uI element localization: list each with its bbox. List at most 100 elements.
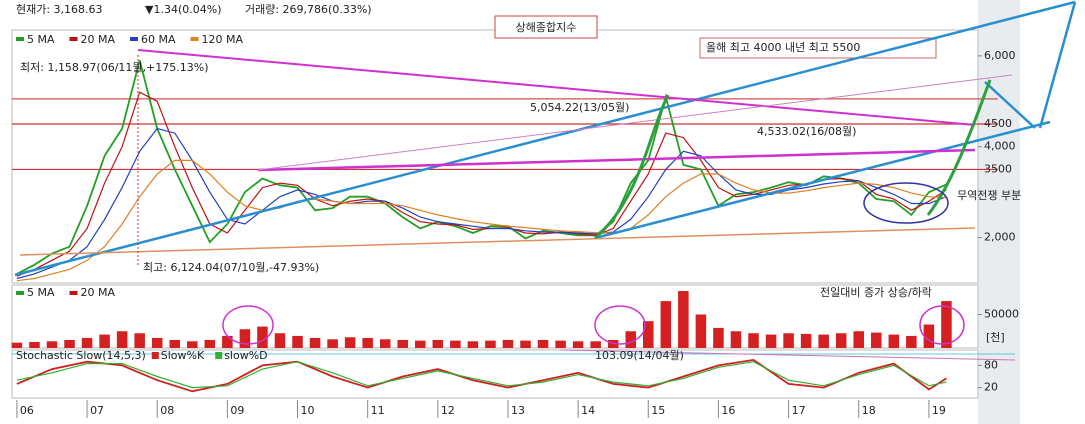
series-line <box>16 361 947 389</box>
y-tick-label: 50000 <box>984 307 1019 320</box>
rally-curve <box>926 79 992 216</box>
annotation: 5,054.22(13/05월) <box>530 101 629 114</box>
volume-bar <box>765 334 777 348</box>
volume-bar <box>187 341 198 348</box>
volume-bar <box>748 333 759 348</box>
x-tick-label: 18 <box>862 404 876 417</box>
volume-bar <box>222 335 233 348</box>
volume-bar <box>432 339 444 348</box>
legend-label: Slow%K <box>161 349 205 362</box>
legend-label: 5 MA <box>27 33 55 46</box>
volume-bar <box>888 334 900 348</box>
rally-curve <box>594 94 670 240</box>
annotation-box <box>699 37 937 59</box>
legend-title: Stochastic Slow(14,5,3) <box>16 349 146 362</box>
volume-bar <box>590 341 601 348</box>
volume-bar <box>81 337 93 348</box>
unit-label: [천] <box>986 330 1005 344</box>
axis-column <box>978 0 1020 424</box>
highlight-ellipse <box>919 305 965 345</box>
x-tick-label: 16 <box>721 404 735 417</box>
legend-label: 120 MA <box>202 33 244 46</box>
annotation: 최저: 1,158.97(06/11월,+175.13%) <box>20 61 209 74</box>
volume-bar <box>906 335 917 348</box>
volume-bar <box>309 337 321 348</box>
volume-bar <box>537 339 549 348</box>
series-line <box>16 358 947 393</box>
reference-label: 4500 <box>984 117 1012 130</box>
annotation: 무역전쟁 부분 <box>957 189 1021 202</box>
resistance-line <box>137 49 976 126</box>
trend-line <box>984 81 1036 129</box>
x-tick-label: 14 <box>581 404 595 417</box>
volume-bar <box>64 339 75 348</box>
legend-swatch <box>69 291 78 295</box>
header: 현재가: 3,168.63 ▼1.34(0.04%) 거래량: 269,786(… <box>16 3 372 16</box>
x-tick-label: 19 <box>932 404 946 417</box>
volume-bar <box>274 333 286 348</box>
volume-bar <box>502 339 514 348</box>
volume-bar <box>415 340 426 348</box>
x-tick-label: 09 <box>230 404 244 417</box>
stochastic-frame <box>11 349 979 399</box>
volume-bar <box>116 331 128 348</box>
x-tick-label: 11 <box>371 404 385 417</box>
annotation: 103.09(14/04월) <box>595 349 684 362</box>
y-tick-label: 6,000 <box>984 49 1016 62</box>
volume-bar <box>450 340 461 348</box>
header-change: ▼1.34(0.04%) <box>145 3 221 16</box>
volume-bar <box>257 326 268 348</box>
x-tick-label: 07 <box>90 404 104 417</box>
volume-bar <box>344 337 356 348</box>
highlight-ellipse <box>222 305 274 345</box>
volume-bar <box>29 341 40 348</box>
x-tick-label: 12 <box>441 404 455 417</box>
legend-label: slow%D <box>224 349 267 362</box>
hand-drawn-lines <box>14 0 1077 345</box>
stochastic-guide <box>559 349 1016 361</box>
resistance-line <box>257 74 1013 171</box>
x-tick-label: 13 <box>511 404 525 417</box>
volume-bar <box>467 341 479 348</box>
volume-bar <box>379 339 391 348</box>
volume-bar <box>660 301 672 348</box>
chart-title: 상해종합지수 <box>516 20 577 34</box>
volume-bar <box>169 339 181 348</box>
legend-swatch <box>215 352 223 359</box>
x-tick-label: 08 <box>160 404 174 417</box>
support-line <box>19 227 976 256</box>
volume-bar <box>46 341 58 348</box>
volume-bar <box>871 332 882 348</box>
highlight-ellipse <box>863 182 949 224</box>
resistance-line <box>257 148 976 172</box>
volume-bar <box>695 314 707 348</box>
volume-bar <box>853 331 865 348</box>
annotation: 전일대비 증가 상승/하락 <box>820 285 932 299</box>
volume-bar <box>555 340 566 348</box>
volume-bar <box>99 334 110 348</box>
volume-bar <box>485 340 496 348</box>
y-tick-label: 2,000 <box>984 231 1016 244</box>
reference-label: 3500 <box>984 162 1012 175</box>
y-tick-label: 4,000 <box>984 140 1016 153</box>
volume-bar <box>818 334 829 348</box>
volume-bar <box>397 339 409 348</box>
volume-bar <box>239 329 251 348</box>
legend-label: 5 MA <box>27 286 55 299</box>
volume-bar <box>643 321 654 348</box>
highlight-ellipse <box>594 305 646 345</box>
header-volume: 거래량: 269,786(0.33%) <box>245 3 372 16</box>
legend-swatch <box>130 37 139 41</box>
x-tick-label: 17 <box>792 404 806 417</box>
volume-bar <box>292 335 303 348</box>
legend-swatch <box>151 352 159 359</box>
annotation: 4,533.02(16/08월) <box>757 125 856 138</box>
volume-bar <box>941 301 952 348</box>
series-line <box>16 91 947 277</box>
trend-line <box>14 0 1076 277</box>
volume-bar <box>11 342 23 348</box>
volume-bar <box>572 341 584 348</box>
title-box <box>494 15 598 39</box>
